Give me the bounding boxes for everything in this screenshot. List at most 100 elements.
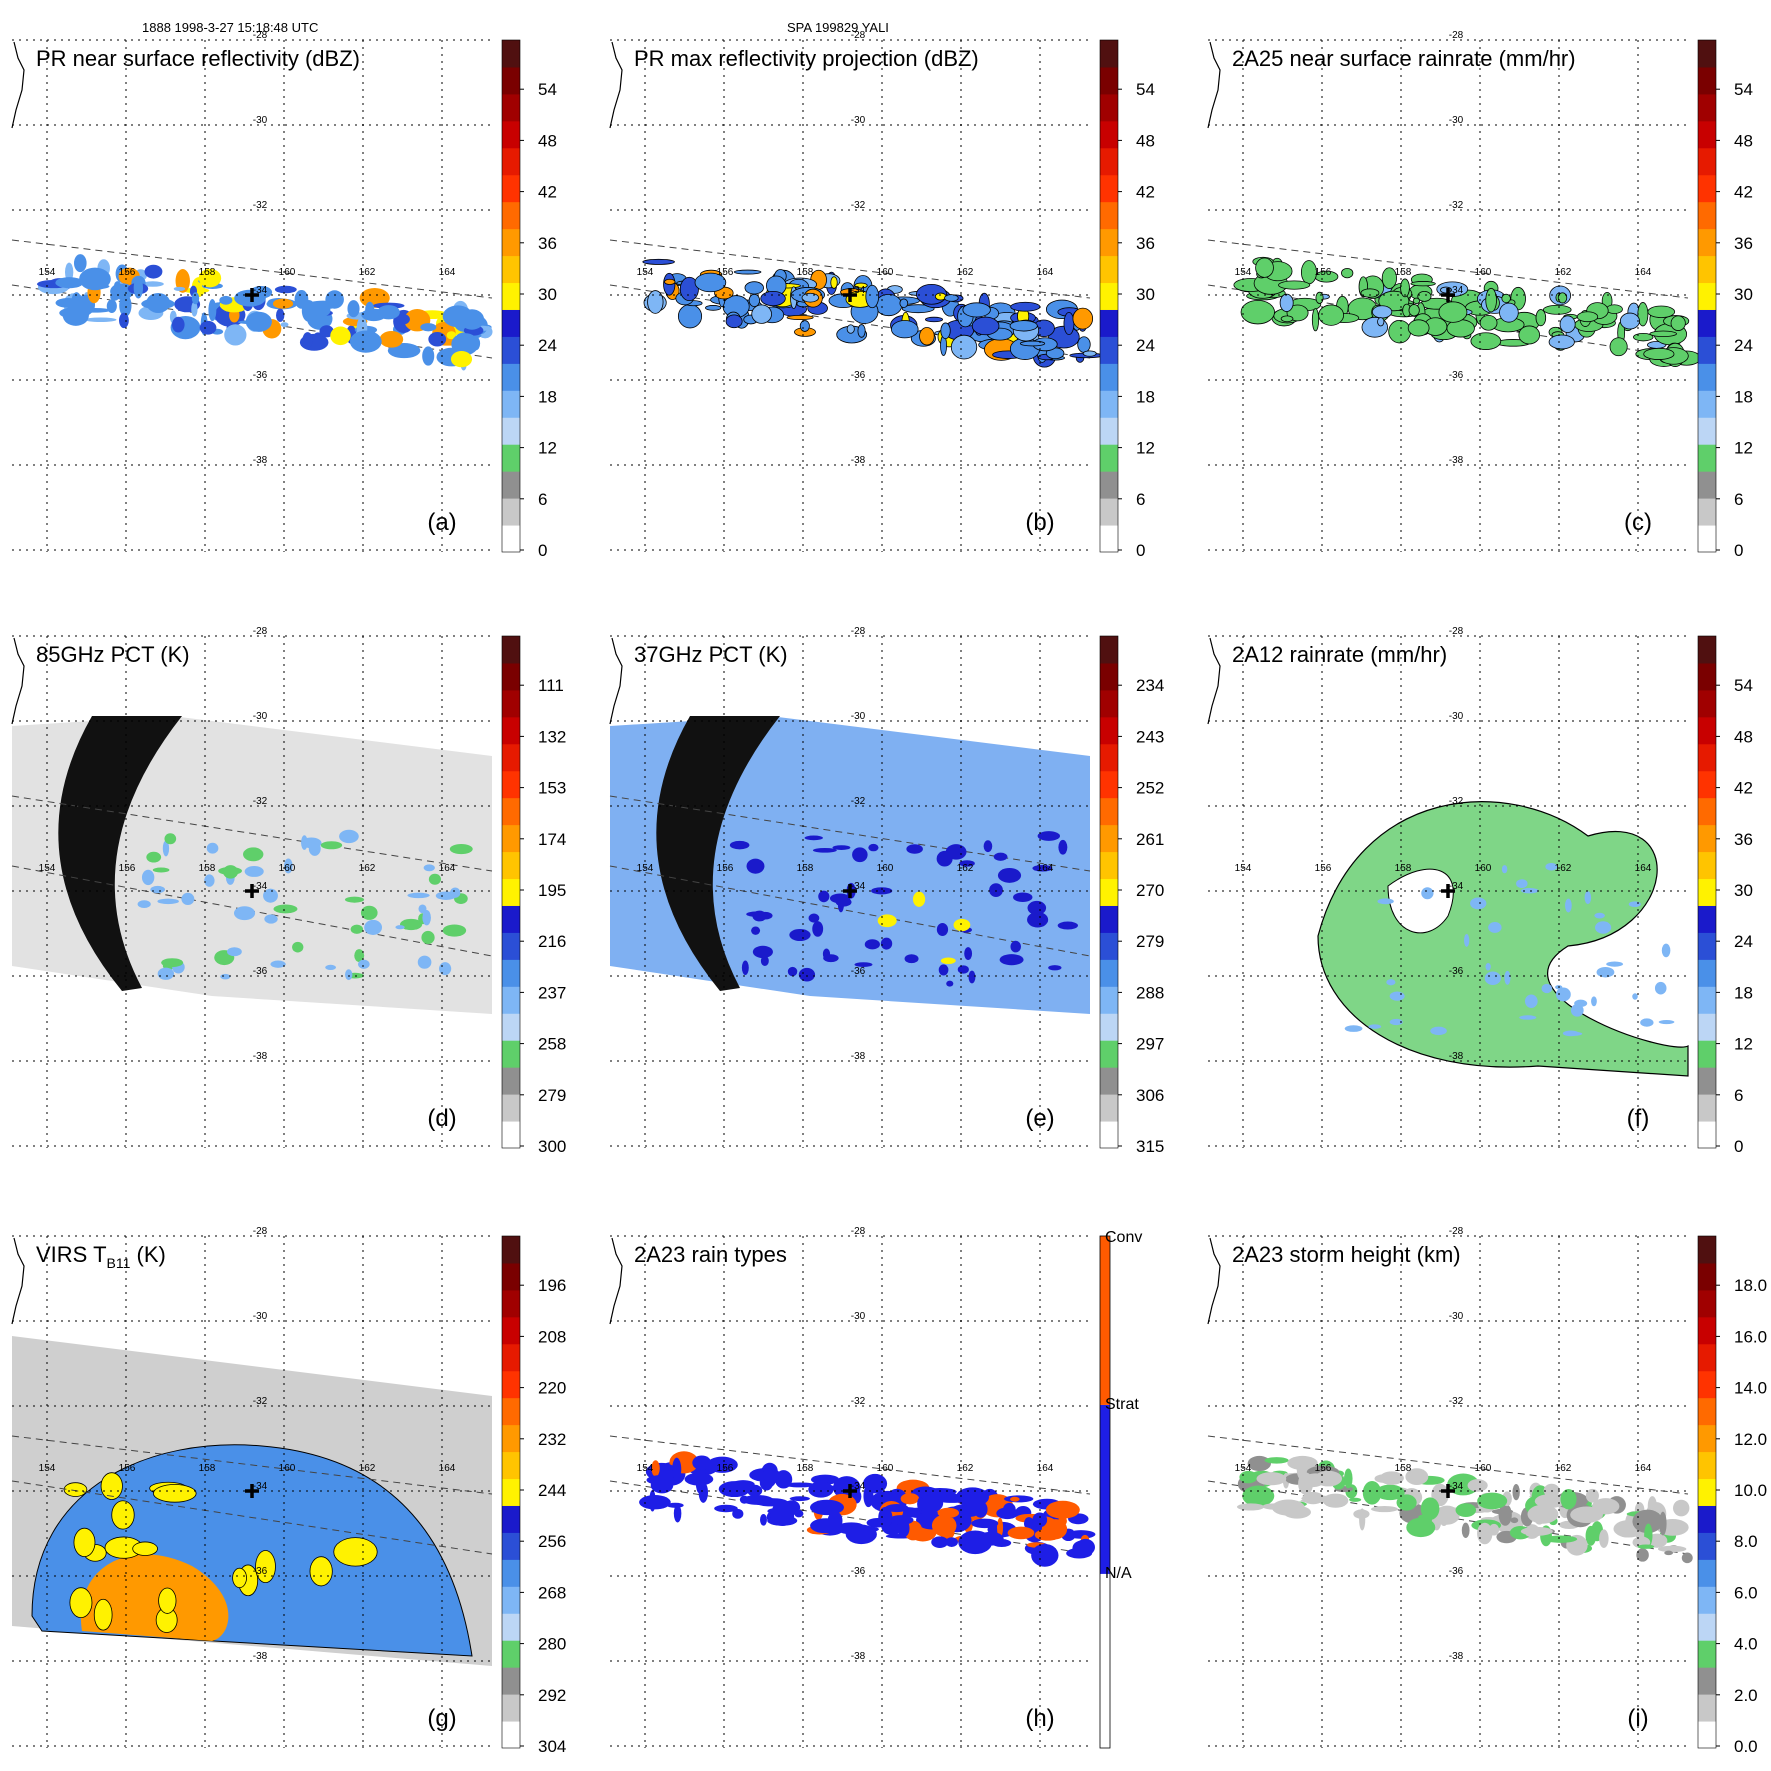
rain-cell (1534, 1494, 1566, 1509)
rain-cell (1584, 891, 1592, 905)
rain-cell (364, 919, 383, 935)
rain-cell (1555, 987, 1571, 1002)
coastline (11, 637, 25, 725)
rain-cell (857, 324, 866, 338)
lat-label: -28 (1449, 30, 1464, 41)
colorbar-label: 232 (538, 1430, 566, 1449)
rain-cell (347, 300, 360, 318)
rain-cell (1484, 971, 1501, 986)
rain-cell (964, 947, 973, 961)
cold-cloud-top (93, 1598, 113, 1631)
colorbar-segment (502, 309, 520, 337)
colorbar-segment (502, 932, 520, 960)
colorbar-segment (1698, 824, 1716, 853)
panel-letter: (b) (1025, 509, 1054, 536)
lat-label: -32 (1449, 200, 1464, 211)
rain-cell (1262, 1503, 1288, 1510)
lat-label: -32 (851, 200, 866, 211)
colorbar-label: 12.0 (1734, 1430, 1767, 1449)
colorbar: 0 6 12 18 24 30 36 42 48 54 (1697, 39, 1753, 560)
calibration-arc (58, 716, 182, 991)
rain-cell (977, 1531, 1004, 1546)
rain-cell (1302, 1491, 1324, 1505)
rain-cell (423, 864, 435, 872)
rain-cell (705, 305, 722, 311)
rain-cell (647, 290, 664, 314)
rain-cell (1527, 1504, 1559, 1524)
coastline (11, 41, 25, 129)
rain-cell (1031, 1543, 1059, 1567)
colorbar-frame (1697, 1235, 1717, 1749)
swath-edge (1207, 239, 1689, 299)
rain-cell (1438, 301, 1468, 323)
rain-cell (1279, 293, 1294, 312)
colorbar-segment (1698, 716, 1716, 745)
rain-cell (264, 914, 278, 924)
colorbar: N/A Strat Conv (1099, 1229, 1142, 1749)
colorbar-segment (502, 282, 520, 310)
cold-cloud-top (73, 1527, 96, 1558)
colorbar: 0.0 2.0 4.0 6.0 8.0 10.0 12.0 14.0 16.0 18.0 (1697, 1235, 1767, 1756)
colorbar-frame (501, 39, 521, 553)
rain-cell (1386, 979, 1396, 986)
colorbar-label: 237 (538, 983, 566, 1002)
panel-title: PR near surface reflectivity (dBZ) (36, 46, 360, 71)
panel-title: 2A12 rainrate (mm/hr) (1232, 642, 1447, 667)
rain-cell (1019, 340, 1046, 347)
rain-cell (1077, 336, 1091, 353)
coastline (1207, 637, 1221, 725)
colorbar-segment (1100, 851, 1118, 880)
swath-edge (609, 865, 1091, 957)
rain-cell (1063, 312, 1075, 336)
rain-cell (897, 1519, 910, 1538)
lat-label: -34 (851, 881, 866, 892)
lon-label: 156 (119, 267, 136, 278)
lat-label: -30 (1449, 711, 1464, 722)
rain-cell (220, 973, 231, 980)
rain-cell (1499, 302, 1519, 323)
lat-label: -32 (851, 796, 866, 807)
colorbar-label: 0.0 (1734, 1737, 1758, 1756)
colorbar-segment (502, 498, 520, 526)
rain-cell (198, 268, 222, 288)
colorbar-segment (1698, 363, 1716, 391)
data-field (1317, 801, 1689, 1077)
rain-cell (191, 292, 200, 305)
rain-cell (1407, 319, 1430, 337)
lon-label: 160 (877, 267, 894, 278)
colorbar-label: 297 (1136, 1035, 1164, 1054)
lat-label: -28 (1449, 626, 1464, 637)
colorbar-segment (1100, 444, 1118, 472)
rain-cell (1636, 1548, 1649, 1562)
rain-cell (1524, 994, 1538, 1008)
rain-cell (302, 332, 313, 348)
rain-cell (1010, 1496, 1020, 1502)
rain-cell (747, 1484, 763, 1497)
colorbar-frame (501, 1235, 521, 1749)
rain-cell (226, 947, 242, 957)
rain-cell (84, 317, 117, 323)
rain-cell (1438, 1506, 1450, 1526)
colorbar-segment (1100, 363, 1118, 391)
lat-label: -36 (1449, 1566, 1464, 1577)
rain-cell (1375, 1484, 1405, 1501)
rain-cell (1632, 1509, 1663, 1534)
colorbar-label: 280 (538, 1635, 566, 1654)
lon-label: 154 (637, 863, 654, 874)
colorbar-segment (1698, 309, 1716, 337)
colorbar-segment (502, 716, 520, 745)
rain-cell (812, 921, 824, 937)
rain-cell (1548, 334, 1575, 350)
rain-cell (760, 1513, 767, 1526)
colorbar-label: 10.0 (1734, 1481, 1767, 1500)
rain-cell (319, 325, 334, 338)
colorbar-label: 258 (538, 1035, 566, 1054)
lon-label: 156 (717, 863, 734, 874)
rain-cell (1408, 304, 1420, 317)
lat-label: -28 (253, 1226, 268, 1237)
panel-f: -28 -30 -32 -34 -36 -38 154 156 158 160 162 164 2A12… (1207, 626, 1753, 1156)
rain-cell (1406, 1517, 1436, 1538)
rain-cell (971, 1518, 999, 1529)
rain-cell (422, 346, 435, 366)
rain-cell (1591, 996, 1597, 1007)
